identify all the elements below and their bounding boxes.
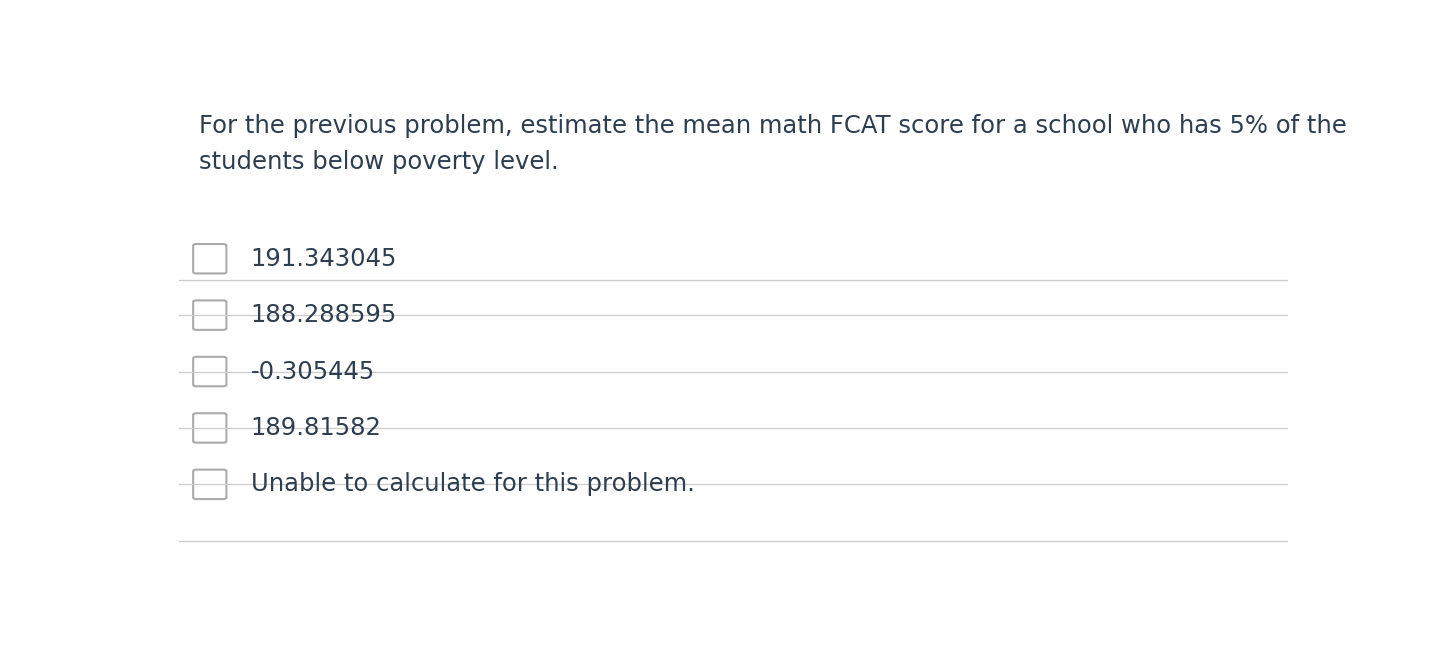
Text: -0.305445: -0.305445 bbox=[250, 360, 375, 383]
Text: 189.81582: 189.81582 bbox=[250, 416, 382, 440]
Text: 188.288595: 188.288595 bbox=[250, 303, 398, 327]
Text: 191.343045: 191.343045 bbox=[250, 247, 398, 271]
Text: Unable to calculate for this problem.: Unable to calculate for this problem. bbox=[250, 472, 695, 496]
Text: students below poverty level.: students below poverty level. bbox=[199, 150, 559, 174]
Text: For the previous problem, estimate the mean math FCAT score for a school who has: For the previous problem, estimate the m… bbox=[199, 114, 1347, 138]
